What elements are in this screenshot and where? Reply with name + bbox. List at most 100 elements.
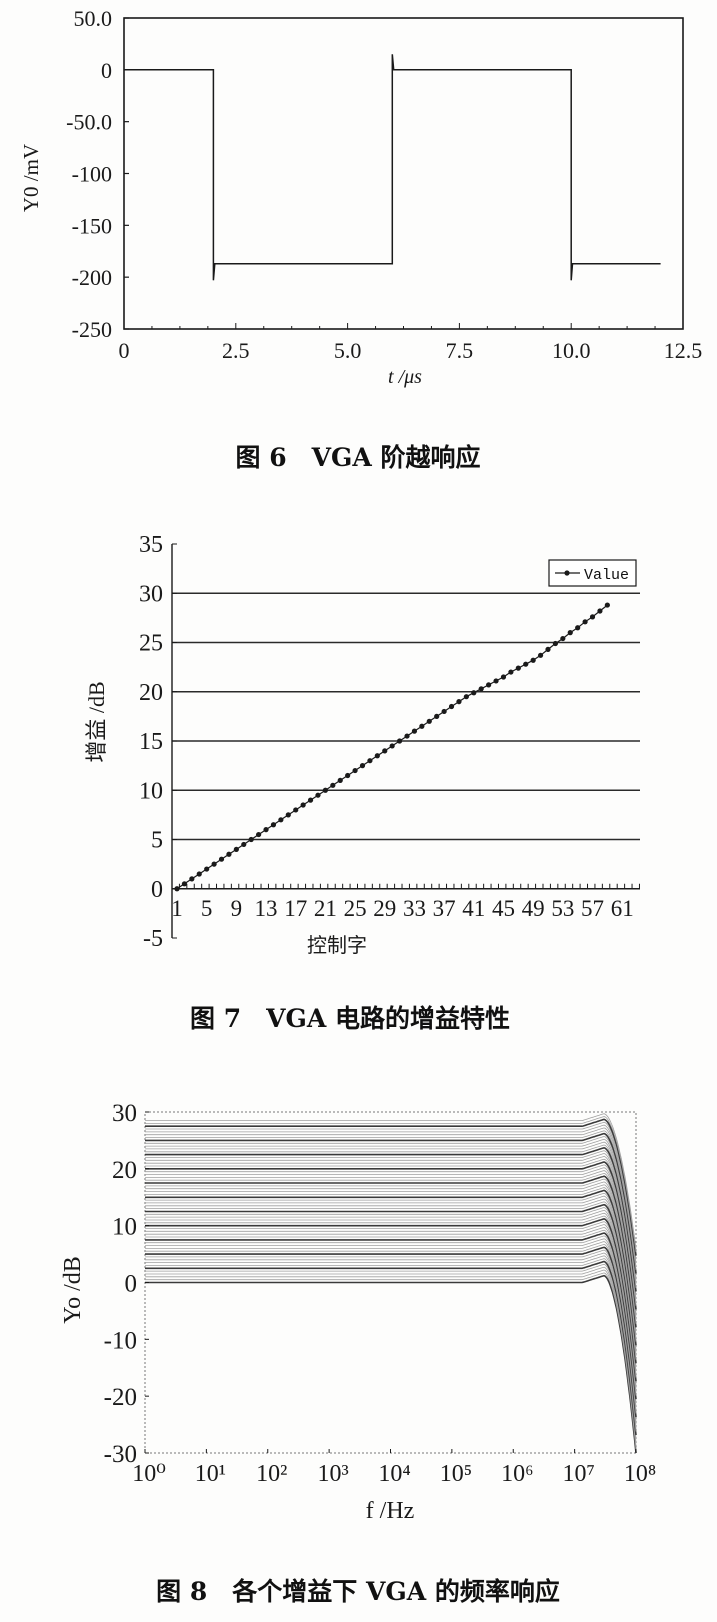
gain-data-point: [560, 635, 566, 642]
gain-data-point: [456, 699, 462, 705]
gain-data-point: [359, 763, 366, 769]
gain-data-point: [196, 871, 202, 877]
y-tick-label: -150: [72, 213, 112, 238]
frequency-response-curve: [145, 1124, 637, 1263]
frequency-response-curve: [145, 1127, 637, 1267]
x-tick-label: 37: [433, 896, 456, 921]
x-tick-label: 10²: [256, 1461, 287, 1487]
y-tick-label: 0: [125, 1271, 138, 1298]
frequency-response-curve: [145, 1260, 637, 1436]
frequency-response-curve: [145, 1132, 637, 1274]
y-tick-label: -20: [104, 1384, 137, 1411]
frequency-response-curve: [145, 1272, 637, 1450]
frequency-response-curve: [145, 1195, 637, 1353]
gain-data-point: [397, 738, 403, 744]
frequency-response-curve: [145, 1146, 637, 1292]
frequency-response-curve: [145, 1212, 637, 1375]
legend-marker-swatch: [564, 570, 570, 576]
gain-data-point: [300, 802, 306, 808]
frequency-response-curve: [145, 1232, 637, 1400]
gain-data-point: [493, 678, 499, 684]
frequency-response-curve: [145, 1130, 637, 1270]
x-tick-label: 13: [255, 896, 278, 921]
gain-data-point: [307, 797, 314, 803]
gain-data-point: [256, 831, 262, 838]
y-tick-label: 20: [139, 680, 163, 706]
x-tick-label: 0: [119, 338, 130, 363]
gain-data-point: [404, 733, 410, 739]
x-tick-label: 5: [201, 896, 213, 921]
gain-data-point: [352, 767, 358, 774]
frequency-response-curve: [145, 1241, 637, 1410]
legend-label: Value: [584, 567, 629, 584]
gain-data-point: [330, 782, 336, 788]
frequency-response-curve: [145, 1274, 637, 1454]
frequency-response-curve: [145, 1153, 637, 1299]
gain-data-point: [322, 787, 328, 793]
gain-data-point: [218, 856, 225, 862]
y-tick-label: 50.0: [74, 6, 113, 31]
frequency-response-curve: [145, 1255, 637, 1428]
frequency-response-curve: [145, 1178, 637, 1332]
x-axis-label: t /μs: [388, 366, 422, 388]
gain-data-point: [226, 851, 232, 857]
gain-data-point: [263, 827, 269, 833]
y-tick-label: 20: [112, 1157, 137, 1184]
y-axis-label: Y0 /mV: [19, 144, 43, 212]
x-tick-label: 45: [492, 896, 515, 921]
x-tick-label: 33: [403, 896, 426, 921]
gain-data-point: [411, 728, 418, 734]
frequency-response-curve: [145, 1203, 637, 1364]
frequency-response-curve: [145, 1192, 637, 1349]
gain-data-point: [278, 817, 284, 823]
gain-data-point: [537, 652, 544, 658]
frequency-response-curve: [145, 1155, 637, 1303]
frequency-response-curve: [145, 1249, 637, 1421]
x-tick-label: 10³: [318, 1461, 349, 1487]
gain-data-point: [270, 822, 277, 828]
gain-data-point: [345, 772, 351, 779]
gain-data-point: [434, 713, 440, 719]
gain-data-point: [374, 753, 380, 759]
x-tick-label: 57: [581, 896, 604, 921]
gain-data-point: [204, 866, 210, 872]
gain-data-point: [241, 841, 247, 848]
gain-data-point: [293, 807, 299, 813]
y-tick-label: -100: [72, 162, 112, 187]
x-tick-label: 1: [171, 896, 183, 921]
y-axis-label: Yo /dB: [60, 1256, 86, 1324]
x-tick-label: 25: [344, 896, 367, 921]
x-tick-label: 5.0: [334, 338, 362, 363]
y-tick-label: 10: [112, 1214, 137, 1241]
gain-data-point: [523, 661, 529, 667]
step-response-trace: [124, 54, 661, 281]
gain-data-point: [515, 665, 521, 671]
gain-data-point: [315, 792, 321, 798]
gain-data-point: [500, 674, 507, 680]
gain-data-point: [575, 625, 581, 631]
legend: Value: [548, 559, 637, 587]
frequency-response-curve: [145, 1113, 637, 1249]
x-tick-label: 17: [284, 896, 307, 921]
gain-data-point: [189, 876, 195, 882]
frequency-response-curve: [145, 1266, 637, 1443]
frequency-response-curve: [145, 1218, 637, 1382]
x-tick-label: 12.5: [664, 338, 703, 363]
x-tick-label: 10¹: [195, 1461, 226, 1487]
x-tick-label: 10⁸: [624, 1461, 656, 1487]
gain-data-point: [337, 777, 343, 784]
frequency-response-curve: [145, 1175, 637, 1328]
frequency-response-curve: [145, 1207, 637, 1367]
frequency-response-curve: [145, 1238, 637, 1407]
y-tick-label: -5: [143, 926, 163, 952]
gain-data-point: [471, 690, 477, 696]
y-tick-label: 0: [151, 877, 163, 903]
gain-data-point: [211, 861, 217, 867]
frequency-response-curve: [145, 1116, 637, 1253]
x-axis-label: f /Hz: [366, 1498, 415, 1524]
gain-data-point: [545, 646, 551, 652]
